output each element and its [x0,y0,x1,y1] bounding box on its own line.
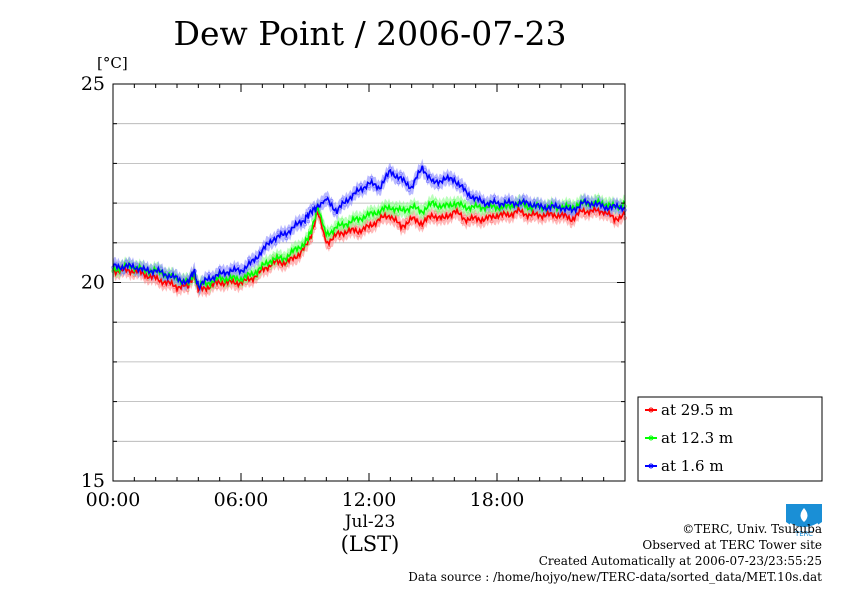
series-marker [185,288,190,292]
series-lines [112,165,626,294]
series-marker [244,269,249,273]
logo-text: TERC [794,530,813,538]
terc-logo-icon: TERC [786,504,822,538]
series-marker [431,218,435,222]
x-tick-label: 18:00 [470,489,525,511]
footer-observed: Observed at TERC Tower site [642,538,822,552]
series-marker [393,203,398,208]
series-marker [337,226,342,230]
x-tick-label: 12:00 [342,489,397,511]
y-tick-label: 25 [81,73,105,95]
x-tick-label: 06:00 [214,489,269,511]
series-marker [367,228,371,233]
footer-source: Data source : /home/hojyo/new/TERC-data/… [408,570,822,584]
series-marker [311,203,315,208]
series-marker [529,217,534,221]
legend-marker-3 [648,463,654,469]
series-marker [308,206,312,211]
series-marker [396,180,401,185]
legend-box [637,396,823,482]
legend: at 29.5 m at 12.3 m at 1.6 m [637,396,823,482]
series-marker [281,253,286,258]
series-marker [465,209,470,214]
y-tick-label: 15 [81,470,105,492]
x-axis: 00:00 06:00 12:00 18:00 [86,84,626,511]
legend-marker-2 [648,435,654,441]
series-marker [463,183,467,188]
legend-label-3: at 1.6 m [661,457,724,475]
series-marker [399,171,403,176]
series-line-3 [112,165,626,291]
y-tick-label: 20 [81,272,105,294]
legend-label-2: at 12.3 m [661,429,733,447]
series-marker [460,220,465,225]
series-marker [276,230,281,235]
y-axis: 15 20 25 [81,73,625,492]
x-axis-label: (LST) [340,532,400,556]
series-marker [593,212,598,216]
footer-copyright: ©TERC, Univ. Tsukuba [682,522,822,536]
grid-lines [113,123,625,442]
series-marker [329,199,334,203]
x-date-label: Jul-23 [344,512,396,532]
series-band-1 [113,200,625,299]
legend-label-1: at 29.5 m [661,401,733,419]
x-tick-label: 00:00 [86,489,141,511]
chart-title: Dew Point / 2006-07-23 [173,14,567,53]
series-marker [369,207,374,212]
legend-marker-1 [648,407,654,413]
footer-created: Created Automatically at 2006-07-23/23:5… [538,554,822,568]
series-marker [332,211,337,216]
y-unit-label: [°C] [97,54,128,72]
series-marker [306,219,310,224]
